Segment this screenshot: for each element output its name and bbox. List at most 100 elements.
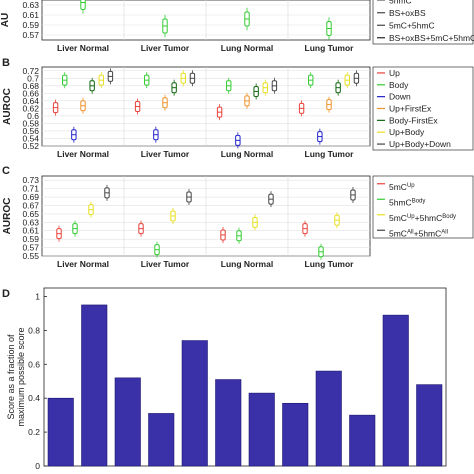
legend-entry: Body-FirstEx xyxy=(389,115,438,125)
x-tick-label: Lung Normal xyxy=(221,149,273,159)
y-axis-label-line: Score as a fraction of xyxy=(6,334,16,420)
legend-text-part: 5hmC xyxy=(389,197,412,207)
y-tick-label: 0.54 xyxy=(22,133,39,143)
y-tick-label: 0.63 xyxy=(22,0,39,10)
panel-letter: D xyxy=(2,288,10,300)
legend-box xyxy=(372,0,474,45)
y-axis-label: AU xyxy=(0,13,11,27)
panel-a: 0.630.610.590.57 AU Liver Normal Liver Tumo… xyxy=(0,0,474,53)
y-tick-label: 0 xyxy=(35,461,40,471)
bar xyxy=(181,340,208,467)
legend-entry: Down xyxy=(389,92,411,102)
bar xyxy=(148,413,175,467)
y-tick-label: 1 xyxy=(35,291,40,301)
legend-entry: Body xyxy=(389,80,409,90)
panel-b: B 0.720.70.680.660.640.620.60.580.560.540… xyxy=(2,57,474,159)
y-tick-label: 0.61 xyxy=(22,226,39,236)
bar xyxy=(416,384,443,467)
legend-text-part: Body xyxy=(442,214,456,220)
y-axis-label-line: maximum possible score xyxy=(16,327,26,426)
panel-c: C 0.730.710.690.670.650.630.610.590.570.5… xyxy=(2,165,474,269)
y-tick-label: 0.57 xyxy=(22,30,39,40)
bar xyxy=(282,402,309,467)
legend-entry: 5hmCBody xyxy=(389,197,425,207)
x-tick-label: Lung Normal xyxy=(221,259,273,269)
y-tick-label: 0.65 xyxy=(22,209,39,219)
x-tick-label: Liver Tumor xyxy=(141,149,190,159)
legend-entry: 5mCUp+5hmCBody xyxy=(389,213,456,223)
legend-box xyxy=(372,66,474,151)
legend-entry: 5hmC xyxy=(389,0,412,5)
x-tick-label: Lung Normal xyxy=(221,43,273,53)
y-tick-label: 0.68 xyxy=(22,81,39,91)
y-axis-label: AUROC xyxy=(2,198,13,235)
y-tick-label: 0.56 xyxy=(22,126,39,136)
x-tick-label: Lung Tumor xyxy=(305,43,355,53)
y-tick-label: 0.59 xyxy=(22,234,39,244)
plot-frame xyxy=(43,287,447,467)
bar xyxy=(315,370,342,467)
y-tick-label: 0.63 xyxy=(22,217,39,227)
y-tick-label: 0.72 xyxy=(22,66,39,76)
y-tick-label: 0.7 xyxy=(27,73,39,83)
x-tick-label: Liver Tumor xyxy=(141,43,190,53)
y-tick-label: 0.59 xyxy=(22,20,39,30)
legend: 5mCUp5hmCBody5mCUp+5hmCBody5mCAll+5hmCAl… xyxy=(372,175,474,239)
y-tick-label: 0.61 xyxy=(22,10,39,20)
legend-text-part: All xyxy=(407,229,414,235)
x-tick-label: Lung Tumor xyxy=(305,259,355,269)
y-tick-label: 0.6 xyxy=(27,111,39,121)
legend-text-part: +5hmC xyxy=(415,213,443,223)
bar xyxy=(47,397,74,467)
bar xyxy=(382,314,409,467)
legend-entry: BS+oxBS xyxy=(389,8,426,18)
legend-text-part: Body xyxy=(412,198,426,204)
y-tick-label: 0.52 xyxy=(22,141,39,151)
y-tick-label: 0.66 xyxy=(22,88,39,98)
x-tick-label: Liver Tumor xyxy=(141,259,190,269)
bar xyxy=(349,414,376,467)
legend-text-part: Up xyxy=(407,214,415,220)
y-tick-label: 0.71 xyxy=(22,184,39,194)
bar xyxy=(114,377,141,467)
y-tick-label: 0.57 xyxy=(22,243,39,253)
legend-text-part: 5mC xyxy=(389,182,407,192)
legend-text-part: 5mC xyxy=(389,213,407,223)
x-tick-label: Lung Tumor xyxy=(305,149,355,159)
legend-box xyxy=(372,175,474,239)
y-tick-label: 0.55 xyxy=(22,251,39,261)
y-axis-label: Score as a fraction ofmaximum possible s… xyxy=(6,327,26,426)
legend-text-part: +5hmC xyxy=(414,228,442,238)
legend-entry: Up+Body+Down xyxy=(389,139,451,149)
y-tick-label: 0.64 xyxy=(22,96,39,106)
x-tick-label: Liver Normal xyxy=(57,43,109,53)
legend-entry: BS+oxBS+5mC+5hmC xyxy=(389,33,474,43)
legend-entry: Up xyxy=(389,68,400,78)
bar xyxy=(81,304,108,467)
y-tick-label: 0.73 xyxy=(22,175,39,185)
legend-entry: 5mCAll+5hmCAll xyxy=(389,228,448,238)
panel-d: D 0 0.2 0.4 0.6 0.8 1 Score as a fraction ofmax… xyxy=(2,287,447,471)
legend-entry: 5mCUp xyxy=(389,182,415,192)
y-tick-label: 0.67 xyxy=(22,200,39,210)
legend-text-part: Up xyxy=(407,183,415,189)
x-tick-label: Liver Normal xyxy=(57,149,109,159)
y-tick-label: 0.8 xyxy=(28,325,40,335)
box-mark xyxy=(80,0,86,10)
legend: 5hmC BS+oxBS 5mC+5hmC BS+oxBS+5mC+5hmC xyxy=(372,0,474,45)
legend-text-part: All xyxy=(441,229,448,235)
y-tick-label: 0.2 xyxy=(28,427,40,437)
y-tick-label: 0.58 xyxy=(22,118,39,128)
y-axis-label: AUROC xyxy=(2,88,13,125)
legend-entry: Up+FirstEx xyxy=(389,104,432,114)
y-tick-label: 0.69 xyxy=(22,192,39,202)
y-tick-label: 0.6 xyxy=(28,359,40,369)
bar xyxy=(215,379,242,467)
panel-letter: B xyxy=(2,57,10,69)
legend-entry: 5mC+5hmC xyxy=(389,20,435,30)
legend-entry: Up+Body xyxy=(389,127,425,137)
legend-text-part: 5mC xyxy=(389,228,407,238)
x-tick-label: Liver Normal xyxy=(57,259,109,269)
